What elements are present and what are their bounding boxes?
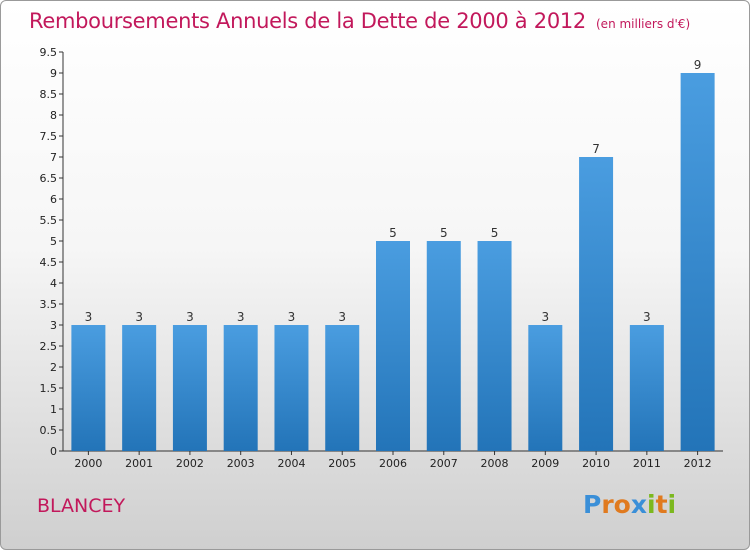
bar-value-label: 3	[541, 310, 549, 324]
bar-2001	[122, 325, 157, 451]
x-tick-label: 2008	[481, 457, 509, 470]
bar-2005	[325, 325, 360, 451]
bar-2011	[629, 325, 664, 451]
bar-2007	[426, 241, 461, 451]
y-tick-label: 8	[50, 109, 57, 122]
logo-letter: x	[630, 490, 647, 519]
logo-letter: r	[601, 490, 614, 519]
bar-2012	[680, 73, 715, 451]
y-tick-label: 8.5	[40, 88, 58, 101]
y-tick-label: 2	[50, 361, 57, 374]
y-tick-label: 4	[50, 277, 57, 290]
bars: 3 2000 3 2001 3 2002 3 2003 3 2004 3 2005 5 2006 5 2007…	[71, 58, 715, 470]
bar-2010	[579, 157, 614, 451]
bar-2008	[477, 241, 512, 451]
bar-value-label: 5	[440, 226, 448, 240]
bar-value-label: 3	[288, 310, 296, 324]
y-tick-label: 4.5	[40, 256, 58, 269]
bar-value-label: 3	[643, 310, 651, 324]
bar-2004	[274, 325, 309, 451]
x-tick-label: 2003	[227, 457, 255, 470]
bar-2003	[223, 325, 258, 451]
logo-letter: i	[667, 490, 677, 519]
x-tick-label: 2007	[430, 457, 458, 470]
logo-letter: o	[613, 490, 631, 519]
y-tick-label: 9	[50, 67, 57, 80]
x-tick-label: 2002	[176, 457, 204, 470]
bar-2000	[71, 325, 106, 451]
bar-value-label: 7	[592, 142, 600, 156]
proxiti-logo: Proxiti	[583, 490, 676, 519]
x-tick-label: 2010	[582, 457, 610, 470]
bar-value-label: 3	[338, 310, 346, 324]
x-tick-label: 2012	[684, 457, 712, 470]
y-tick-label: 0.5	[40, 424, 58, 437]
bar-2006	[376, 241, 410, 451]
bar-value-label: 3	[186, 310, 194, 324]
y-tick-label: 6	[50, 193, 57, 206]
y-tick-label: 1	[50, 403, 57, 416]
chart-title: Remboursements Annuels de la Dette de 20…	[29, 9, 691, 33]
y-tick-label: 3.5	[40, 298, 58, 311]
chart-unit: (en milliers d'€)	[596, 17, 691, 31]
bar-value-label: 9	[694, 58, 702, 72]
x-tick-label: 2006	[379, 457, 407, 470]
bar-value-label: 5	[389, 226, 397, 240]
x-tick-label: 2001	[125, 457, 153, 470]
y-tick-label: 6.5	[40, 172, 58, 185]
x-tick-label: 2011	[633, 457, 661, 470]
bar-value-label: 3	[237, 310, 245, 324]
y-axis-ticks: 0 0.5 1 1.5 2 2.5 3 3.5 4 4.5 5 5.5 6 6.5 7 7.5 8 8.5 9 9.5	[40, 46, 63, 458]
x-tick-label: 2005	[328, 457, 356, 470]
y-tick-label: 5.5	[40, 214, 58, 227]
y-tick-label: 0	[50, 445, 57, 458]
commune-name: BLANCEY	[37, 495, 126, 517]
y-tick-label: 7	[50, 151, 57, 164]
y-tick-label: 7.5	[40, 130, 58, 143]
bar-value-label: 5	[491, 226, 499, 240]
y-tick-label: 1.5	[40, 382, 58, 395]
logo-letter: P	[583, 490, 602, 519]
y-tick-label: 5	[50, 235, 57, 248]
y-tick-label: 2.5	[40, 340, 58, 353]
x-tick-label: 2000	[74, 457, 102, 470]
x-tick-label: 2009	[531, 457, 559, 470]
y-tick-label: 9.5	[40, 46, 58, 59]
bar-value-label: 3	[85, 310, 93, 324]
x-tick-label: 2004	[277, 457, 305, 470]
logo-letter: i	[647, 490, 656, 519]
y-tick-label: 3	[50, 319, 57, 332]
bar-2002	[172, 325, 207, 451]
bar-value-label: 3	[135, 310, 143, 324]
bar-2009	[528, 325, 563, 451]
logo-letter: t	[655, 490, 668, 519]
